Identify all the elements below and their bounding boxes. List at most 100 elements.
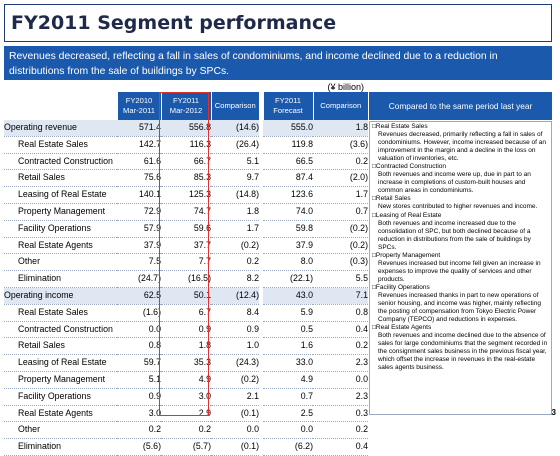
value-cell: 5.9: [263, 304, 313, 322]
value-cell: 66.5: [263, 153, 313, 171]
value-cell: (0.2): [313, 220, 368, 238]
page-title: FY2011 Segment performance: [4, 4, 552, 42]
value-cell: 2.1: [211, 388, 259, 406]
value-cell: 0.0: [117, 321, 161, 339]
page-number: 3: [551, 408, 556, 417]
value-cell: 5.5: [313, 270, 368, 288]
table-row: Other 7.5 7.7 0.2 8.0 (0.3): [4, 253, 368, 272]
value-cell: 0.3: [313, 405, 368, 423]
row-label: Contracted Construction: [4, 321, 117, 339]
column-gap: [259, 354, 263, 372]
value-cell: 0.9: [211, 321, 259, 339]
remark-text: New stores contributed to higher revenue…: [378, 203, 538, 211]
value-cell: (14.8): [211, 186, 259, 204]
remark-text: Both revenues and income were up, due in…: [378, 171, 531, 195]
value-cell: 2.9: [161, 405, 211, 423]
value-cell: 125.3: [161, 186, 211, 204]
row-label: Facility Operations: [4, 220, 117, 238]
row-label: Real Estate Agents: [4, 405, 117, 423]
value-cell: 59.8: [263, 220, 313, 238]
column-gap: [259, 169, 263, 187]
row-label: Operating revenue: [4, 120, 117, 137]
value-cell: (0.2): [211, 237, 259, 255]
value-cell: 50.1: [161, 287, 211, 305]
value-cell: 0.2: [313, 337, 368, 356]
row-label: Property Management: [4, 203, 117, 221]
value-cell: (2.0): [313, 169, 368, 188]
remark-text: Both revenues and income increased due t…: [378, 219, 531, 251]
table-row: Property Management 5.1 4.9 (0.2) 4.9 0.0: [4, 371, 368, 389]
remark-text: Revenues decreased, primarily reflecting…: [378, 131, 547, 163]
remarks-header: Compared to the same period last year: [369, 92, 552, 120]
value-cell: 1.8: [161, 337, 211, 356]
header-fy2011-label: FY2011 Mar-2012: [169, 96, 203, 115]
table-row: Leasing of Real Estate 140.1 125.3 (14.8) 12…: [4, 186, 368, 204]
row-label: Retail Sales: [4, 337, 117, 356]
value-cell: 0.0: [263, 421, 313, 440]
table-row: Real Estate Sales (1.6) 6.7 8.4 5.9 0.8: [4, 304, 368, 322]
row-label: Real Estate Sales: [4, 304, 117, 322]
value-cell: 0.0: [211, 421, 259, 440]
value-cell: (3.6): [313, 136, 368, 154]
value-cell: (14.6): [211, 120, 259, 137]
row-label: Leasing of Real Estate: [4, 354, 117, 372]
header-gap: [259, 92, 263, 120]
remark-heading: □Contracted Construction: [372, 163, 447, 171]
remark-text: Revenues increased thanks in part to new…: [378, 291, 541, 324]
column-gap: [259, 220, 263, 238]
column-gap: [259, 253, 263, 271]
column-gap: [259, 136, 263, 154]
value-cell: 2.3: [313, 388, 368, 406]
value-cell: 75.6: [117, 169, 161, 188]
row-label: Real Estate Agents: [4, 237, 117, 255]
column-gap: [259, 203, 263, 221]
column-gap: [259, 270, 263, 288]
remark-heading: □Real Estate Sales: [372, 123, 428, 130]
value-cell: 2.3: [313, 354, 368, 372]
remark-text: Both revenues and income declined due to…: [378, 332, 548, 372]
row-label: Elimination: [4, 438, 117, 456]
value-cell: 5.1: [211, 153, 259, 171]
section-row: Operating income 62.5 50.1 (12.4) 43.0 7.1: [4, 287, 368, 305]
value-cell: 0.2: [117, 421, 161, 440]
value-cell: (1.6): [117, 304, 161, 322]
table-row: Elimination (5.6) (5.7) (0.1) (6.2) 0.4: [4, 438, 368, 456]
table-row: Real Estate Agents 3.0 2.9 (0.1) 2.5 0.3: [4, 405, 368, 423]
row-label: Retail Sales: [4, 169, 117, 188]
value-cell: 3.0: [117, 405, 161, 423]
column-gap: [259, 186, 263, 204]
value-cell: 0.9: [117, 388, 161, 406]
value-cell: 0.7: [313, 203, 368, 221]
value-cell: 8.0: [263, 253, 313, 272]
value-cell: (24.3): [211, 354, 259, 372]
value-cell: 35.3: [161, 354, 211, 372]
value-cell: 1.7: [313, 186, 368, 204]
value-cell: 1.0: [211, 337, 259, 356]
value-cell: (0.3): [313, 253, 368, 272]
value-cell: 0.2: [211, 253, 259, 272]
value-cell: (22.1): [263, 270, 313, 288]
value-cell: 59.7: [117, 354, 161, 372]
remark-heading: □Facility Operations: [372, 283, 430, 291]
value-cell: (0.1): [211, 405, 259, 423]
header-comparison-label: Comparison: [214, 101, 256, 110]
column-gap: [259, 371, 263, 389]
table-row: Elimination (24.7) (16.5) 8.2 (22.1) 5.5: [4, 270, 368, 288]
header-forecast: FY2011 Forecast: [262, 92, 313, 120]
row-label: Leasing of Real Estate: [4, 186, 117, 204]
table-row: Real Estate Sales 142.7 116.3 (26.4) 119.8 (3…: [4, 136, 368, 154]
header-comparison: Comparison: [210, 92, 259, 120]
value-cell: 0.2: [313, 421, 368, 440]
table-row: Facility Operations 57.9 59.6 1.7 59.8 (0.2): [4, 220, 368, 238]
value-cell: 57.9: [117, 220, 161, 238]
table-row: Contracted Construction 61.6 66.7 5.1 66.5 0.…: [4, 153, 368, 171]
column-gap: [259, 304, 263, 322]
value-cell: 119.8: [263, 136, 313, 154]
value-cell: 1.6: [263, 337, 313, 356]
row-label: Elimination: [4, 270, 117, 288]
table-row: Real Estate Agents 37.9 37.7 (0.2) 37.9 (0.2): [4, 237, 368, 255]
table-row: Retail Sales 75.6 85.3 9.7 87.4 (2.0): [4, 169, 368, 188]
value-cell: 74.7: [161, 203, 211, 221]
table-row: Facility Operations 0.9 3.0 2.1 0.7 2.3: [4, 388, 368, 406]
value-cell: 0.4: [313, 321, 368, 339]
